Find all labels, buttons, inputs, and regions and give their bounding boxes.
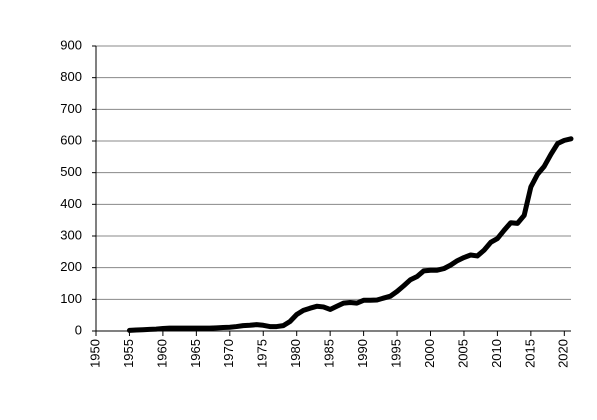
y-tick-label: 800 (60, 69, 82, 84)
y-tick-label: 700 (60, 101, 82, 116)
x-tick-label: 2010 (489, 339, 504, 368)
x-tick-label: 2000 (422, 339, 437, 368)
y-tick-label: 0 (75, 322, 82, 337)
x-tick-label: 1965 (188, 339, 203, 368)
x-tick-label: 2005 (455, 339, 470, 368)
x-tick-label: 2020 (556, 339, 571, 368)
y-tick-label: 500 (60, 164, 82, 179)
y-tick-label: 300 (60, 227, 82, 242)
x-tick-label: 2015 (522, 339, 537, 368)
x-tick-label: 1975 (255, 339, 270, 368)
x-tick-label: 1990 (355, 339, 370, 368)
y-tick-label: 200 (60, 259, 82, 274)
y-tick-label: 400 (60, 196, 82, 211)
y-tick-label: 600 (60, 132, 82, 147)
x-tick-label: 1985 (322, 339, 337, 368)
data-line (126, 136, 574, 333)
x-tick-label: 1970 (221, 339, 236, 368)
x-tick-label: 1955 (121, 339, 136, 368)
y-tick-label: 900 (60, 37, 82, 52)
x-tick-label: 1960 (154, 339, 169, 368)
x-tick-label: 1980 (288, 339, 303, 368)
x-tick-label: 1950 (87, 339, 102, 368)
x-tick-label: 1995 (388, 339, 403, 368)
y-tick-label: 100 (60, 291, 82, 306)
